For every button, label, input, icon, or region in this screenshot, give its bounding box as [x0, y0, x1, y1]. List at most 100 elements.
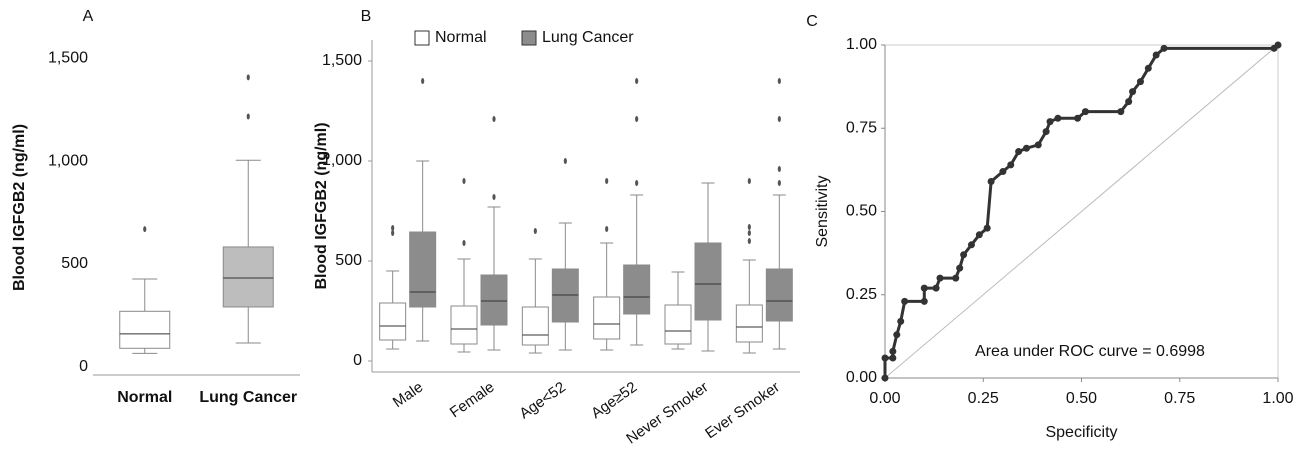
x-tick-label: 1.00 — [1262, 390, 1293, 407]
x-tick-label: Ever Smoker — [702, 379, 783, 443]
box — [593, 296, 621, 340]
roc-point — [1046, 118, 1054, 126]
roc-point — [1007, 161, 1015, 169]
x-tick-label: Male — [390, 379, 426, 412]
y-tick-label: 1,500 — [322, 52, 362, 69]
roc-point — [1136, 78, 1144, 86]
roc-point — [1074, 114, 1082, 122]
roc-point — [901, 297, 909, 305]
roc-point — [936, 274, 944, 282]
roc-point — [960, 251, 968, 259]
roc-point — [1034, 141, 1042, 149]
outlier — [777, 116, 781, 122]
roc-point — [1274, 41, 1282, 49]
roc-point — [1015, 148, 1023, 156]
roc-point — [920, 297, 928, 305]
outlier — [391, 230, 395, 236]
box — [694, 242, 722, 321]
legend-swatch — [414, 30, 430, 46]
roc-point — [975, 231, 983, 239]
box — [119, 310, 171, 349]
roc-point — [1022, 144, 1030, 152]
roc-point — [1129, 88, 1137, 96]
roc-point — [1144, 64, 1152, 72]
outlier — [747, 178, 751, 184]
x-tick-label: Lung Cancer — [199, 389, 297, 406]
outlier — [421, 78, 425, 84]
box — [664, 304, 692, 345]
roc-point — [1081, 108, 1089, 116]
x-tick-label: Normal — [117, 389, 172, 406]
roc-point — [967, 241, 975, 249]
y-tick-label: 0.25 — [846, 286, 877, 303]
outlier — [391, 225, 395, 231]
roc-point — [889, 347, 897, 355]
outlier — [246, 113, 250, 120]
outlier — [747, 238, 751, 244]
outlier — [635, 78, 639, 84]
outlier — [533, 228, 537, 234]
y-tick-label: 1,000 — [48, 152, 88, 169]
roc-point — [999, 168, 1007, 176]
roc-point — [952, 274, 960, 282]
box — [521, 306, 549, 346]
y-tick-label: 0.50 — [846, 203, 877, 220]
outlier — [462, 178, 466, 184]
roc-point — [889, 354, 897, 362]
roc-point — [983, 224, 991, 232]
y-tick-label: 500 — [335, 252, 362, 269]
x-tick-label: Age≥52 — [588, 379, 640, 423]
x-axis-label: Specificity — [1045, 424, 1117, 441]
x-tick-label: 0.25 — [968, 390, 999, 407]
roc-point — [1054, 114, 1062, 122]
panel-label: A — [83, 8, 94, 25]
outlier — [777, 78, 781, 84]
outlier — [605, 226, 609, 232]
roc-point — [1152, 51, 1160, 59]
y-tick-label: 1,500 — [48, 50, 88, 67]
roc-point — [1125, 98, 1133, 106]
outlier — [563, 158, 567, 164]
outlier — [635, 116, 639, 122]
roc-point — [920, 284, 928, 292]
box — [623, 264, 651, 315]
roc-point — [1117, 108, 1125, 116]
outlier — [777, 166, 781, 172]
box — [480, 274, 508, 326]
legend-label: Lung Cancer — [542, 29, 634, 46]
roc-point — [932, 284, 940, 292]
y-tick-label: 0.00 — [846, 369, 877, 386]
outlier — [492, 194, 496, 200]
reference-diagonal — [884, 44, 1279, 379]
panel-label: B — [361, 8, 372, 25]
y-tick-label: 0 — [353, 352, 362, 369]
x-tick-label: 0.50 — [1066, 390, 1097, 407]
y-axis-label: Sensitivity — [814, 175, 831, 247]
box — [379, 302, 407, 341]
y-tick-label: 1.00 — [846, 36, 877, 53]
legend-swatch — [521, 30, 537, 46]
box — [450, 305, 478, 345]
panel-label: C — [806, 13, 818, 30]
y-tick-label: 1,000 — [322, 152, 362, 169]
x-tick-label: 0.75 — [1164, 390, 1195, 407]
box — [222, 246, 274, 308]
x-tick-label: Female — [447, 379, 498, 422]
outlier — [635, 180, 639, 186]
roc-point — [897, 317, 905, 325]
roc-point — [956, 264, 964, 272]
outlier — [747, 224, 751, 230]
y-tick-label: 0.75 — [846, 119, 877, 136]
roc-point — [893, 331, 901, 339]
outlier — [605, 178, 609, 184]
outlier — [246, 74, 250, 81]
box — [735, 304, 763, 343]
outlier — [777, 180, 781, 186]
annotation: Area under ROC curve = 0.6998 — [975, 343, 1205, 360]
outlier — [143, 226, 147, 233]
y-axis-label: Blood IGFGB2 (ng/ml) — [313, 122, 330, 289]
legend-label: Normal — [435, 29, 487, 46]
y-tick-label: 500 — [61, 255, 88, 272]
box — [765, 268, 793, 322]
